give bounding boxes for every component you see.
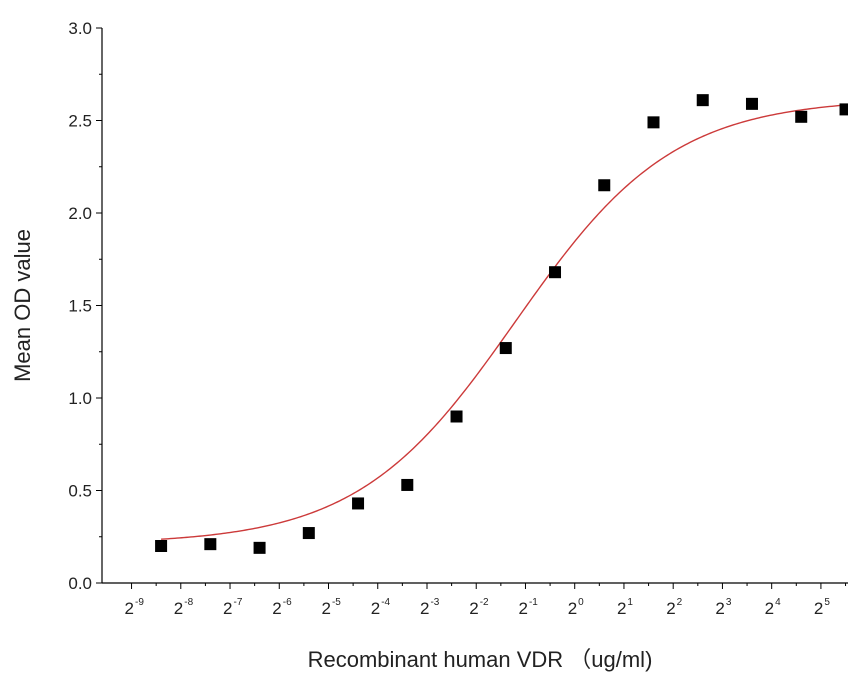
x-tick-label: 23 (715, 597, 731, 618)
data-point (302, 527, 315, 540)
data-point (598, 179, 611, 192)
data-point (647, 116, 660, 129)
x-tick-label: 2-6 (272, 597, 292, 618)
data-point (204, 538, 217, 551)
data-points (155, 94, 848, 554)
y-axis-title: Mean OD value (10, 229, 35, 382)
data-point (352, 497, 365, 510)
data-point (253, 541, 266, 554)
data-point (696, 94, 709, 107)
x-tick-label: 2-4 (371, 597, 391, 618)
x-tick-label: 2-7 (223, 597, 243, 618)
data-point (499, 342, 512, 355)
data-point (401, 478, 414, 491)
y-tick-label: 0.5 (68, 482, 92, 501)
x-tick-label: 2-5 (322, 597, 342, 618)
x-tick-label: 25 (814, 597, 830, 618)
x-tick-label: 24 (765, 597, 781, 618)
x-axis-ticks: 2-9 2-8 2-7 2-6 2-5 2-4 2-3 2-2 2-1 20 21 22 23 24 25 (125, 583, 847, 618)
y-tick-label: 1.0 (68, 389, 92, 408)
x-tick-label: 2-9 (125, 597, 145, 618)
axes (101, 28, 848, 584)
y-tick-label: 0.0 (68, 574, 92, 593)
x-tick-label: 2-1 (518, 597, 538, 618)
x-tick-label: 22 (666, 597, 682, 618)
data-point (549, 266, 562, 279)
x-axis-title: Recombinant human VDR （ug/ml) (308, 647, 653, 672)
y-axis-ticks: 0.0 0.5 1.0 1.5 2.0 2.5 3.0 (68, 19, 102, 593)
x-tick-label: 20 (568, 597, 584, 618)
x-tick-label: 2-2 (469, 597, 489, 618)
y-tick-label: 2.0 (68, 204, 92, 223)
fit-curve (161, 104, 848, 540)
data-point (795, 110, 808, 123)
y-tick-label: 1.5 (68, 297, 92, 316)
data-point (839, 103, 848, 116)
data-point (745, 97, 758, 110)
x-tick-label: 2-8 (174, 597, 194, 618)
y-tick-label: 3.0 (68, 19, 92, 38)
x-tick-label: 2-3 (420, 597, 440, 618)
x-tick-label: 21 (617, 597, 633, 618)
y-tick-label: 2.5 (68, 112, 92, 131)
data-point (450, 410, 463, 423)
data-point (155, 540, 168, 552)
